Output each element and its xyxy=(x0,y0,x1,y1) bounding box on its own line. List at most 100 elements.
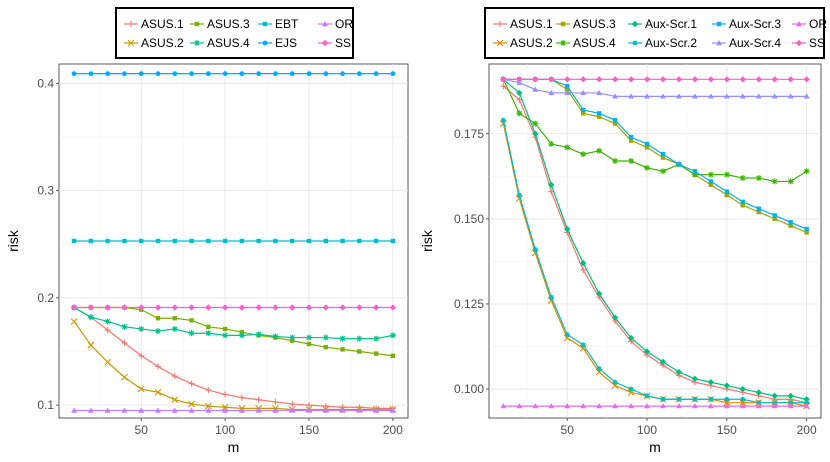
data-point xyxy=(356,71,362,77)
data-point xyxy=(755,76,762,83)
data-point xyxy=(659,76,667,83)
data-point xyxy=(803,76,810,83)
data-point xyxy=(595,76,603,83)
data-point xyxy=(239,329,245,335)
data-point xyxy=(803,168,810,175)
data-point xyxy=(205,387,212,394)
data-point xyxy=(756,400,762,406)
y-tick-label: 0.175 xyxy=(454,127,484,141)
legend-item-asus-2: ASUS.2 xyxy=(493,36,553,50)
y-tick-label: 0.100 xyxy=(454,382,484,396)
data-point xyxy=(564,76,571,83)
legend-item-ejs: EJS xyxy=(258,36,297,50)
data-point xyxy=(389,332,396,339)
data-point xyxy=(154,407,161,413)
data-point xyxy=(596,366,602,372)
data-point xyxy=(724,396,730,402)
legend-item-aux-scr-3: Aux-Scr.3 xyxy=(712,17,781,31)
data-point xyxy=(322,304,329,311)
series-or xyxy=(500,403,810,409)
data-point xyxy=(171,325,178,332)
data-point xyxy=(256,71,262,77)
data-point xyxy=(138,304,145,311)
data-point xyxy=(787,178,794,185)
data-point xyxy=(255,304,262,311)
data-point xyxy=(222,391,229,398)
legend-label: Aux-Scr.3 xyxy=(729,17,781,31)
data-point xyxy=(740,203,745,208)
data-point xyxy=(612,121,618,126)
data-point xyxy=(564,225,571,233)
data-point xyxy=(255,331,262,338)
data-point xyxy=(357,349,362,354)
data-point xyxy=(579,259,587,267)
series-asus-2 xyxy=(70,318,397,413)
data-point xyxy=(221,304,229,311)
legend: ASUS.1 ASUS.2 ASUS.3 ASUS.4 Aux-Scr.1 Aux-Scr… xyxy=(484,7,827,59)
data-point xyxy=(804,400,810,406)
data-point xyxy=(532,130,539,137)
data-point xyxy=(373,335,380,342)
data-point xyxy=(739,93,746,99)
legend-key-marker xyxy=(322,21,328,27)
data-point xyxy=(357,238,362,244)
data-point xyxy=(138,407,145,413)
legend-key-marker xyxy=(194,40,200,46)
data-point xyxy=(516,89,523,97)
data-point xyxy=(708,179,714,184)
data-point xyxy=(612,379,618,385)
data-point xyxy=(787,392,794,400)
data-point xyxy=(306,341,312,347)
data-point xyxy=(188,304,195,311)
series-asus-4 xyxy=(500,76,810,185)
data-point xyxy=(564,403,571,409)
data-point xyxy=(756,209,761,215)
data-point xyxy=(580,111,586,116)
data-point xyxy=(644,93,651,99)
series-line-aux-scr-1 xyxy=(502,78,807,400)
data-point xyxy=(787,76,794,83)
data-point xyxy=(272,304,279,311)
data-point xyxy=(323,71,329,77)
data-point xyxy=(707,379,715,386)
data-point xyxy=(723,76,731,83)
data-point xyxy=(691,403,698,409)
data-point xyxy=(708,182,714,188)
data-point xyxy=(206,238,211,244)
data-point xyxy=(339,304,346,311)
data-point xyxy=(516,192,522,198)
series-asus-4 xyxy=(71,304,396,342)
data-point xyxy=(222,238,228,244)
data-point xyxy=(137,385,145,393)
data-point xyxy=(340,347,345,352)
legend-label: ASUS.2 xyxy=(141,36,184,50)
legend-item-asus-4: ASUS.4 xyxy=(556,36,616,50)
legend-label: ASUS.4 xyxy=(207,36,250,50)
legend-key-marker xyxy=(127,39,135,47)
x-tick-label: 50 xyxy=(135,423,149,437)
chart-panel-2: 50 100 150 200 0.100 0.125 0.150 0.175 m risk ASUS… xyxy=(419,7,827,455)
data-point xyxy=(322,334,329,341)
data-point xyxy=(356,335,363,342)
y-tick-label: 0.3 xyxy=(37,184,54,198)
data-point xyxy=(339,407,346,413)
legend-box xyxy=(484,7,825,59)
data-point xyxy=(676,162,682,167)
data-point xyxy=(596,111,602,116)
data-point xyxy=(155,316,161,321)
series-line-aux-scr-2 xyxy=(502,120,807,404)
data-point xyxy=(548,76,555,83)
data-point xyxy=(579,76,587,83)
data-point xyxy=(772,400,778,406)
data-point xyxy=(612,117,618,123)
data-point xyxy=(500,83,507,90)
data-point xyxy=(390,353,396,358)
x-tick-label: 100 xyxy=(637,423,657,437)
x-tick-label: 100 xyxy=(215,423,235,437)
data-point xyxy=(516,96,523,103)
legend-label: ASUS.1 xyxy=(141,17,184,31)
data-point xyxy=(105,238,110,244)
data-point xyxy=(723,382,731,389)
data-point xyxy=(373,238,379,244)
